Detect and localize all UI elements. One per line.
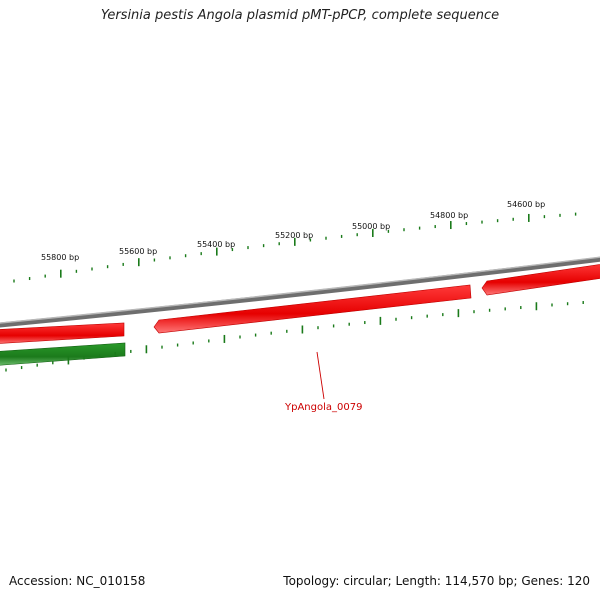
gene-label-line: [316, 351, 325, 400]
scale-label-55600: 55600 bp: [119, 247, 157, 256]
scale-label-55200: 55200 bp: [275, 231, 313, 240]
gene-label[interactable]: YpAngola_0079: [284, 402, 362, 413]
topology-summary: Topology: circular; Length: 114,570 bp; …: [283, 574, 590, 588]
scale-labels: 55800 bp 55600 bp 55400 bp 55200 bp 5500…: [41, 200, 545, 262]
scale-label-54600: 54600 bp: [507, 200, 545, 209]
gene-ypangola-0079[interactable]: [153, 284, 472, 334]
forward-strand-genes: [0, 263, 600, 344]
scale-label-55000: 55000 bp: [352, 222, 390, 231]
sequence-backbone: [0, 256, 600, 328]
scale-label-54800: 54800 bp: [430, 211, 468, 220]
scale-label-55800: 55800 bp: [41, 253, 79, 262]
inner-scale-ticks: [5, 301, 584, 372]
gene-forward-right[interactable]: [481, 263, 600, 296]
outer-scale-ticks: [13, 212, 577, 283]
accession-text: Accession: NC_010158: [9, 574, 146, 588]
gene-label-callout: YpAngola_0079: [284, 351, 362, 413]
scale-label-55400: 55400 bp: [197, 240, 235, 249]
gene-reverse-left[interactable]: [0, 342, 126, 366]
gene-forward-left[interactable]: [0, 322, 125, 344]
reverse-strand-genes: [0, 342, 126, 366]
map-title: Yersinia pestis Angola plasmid pMT-pPCP,…: [100, 8, 500, 23]
